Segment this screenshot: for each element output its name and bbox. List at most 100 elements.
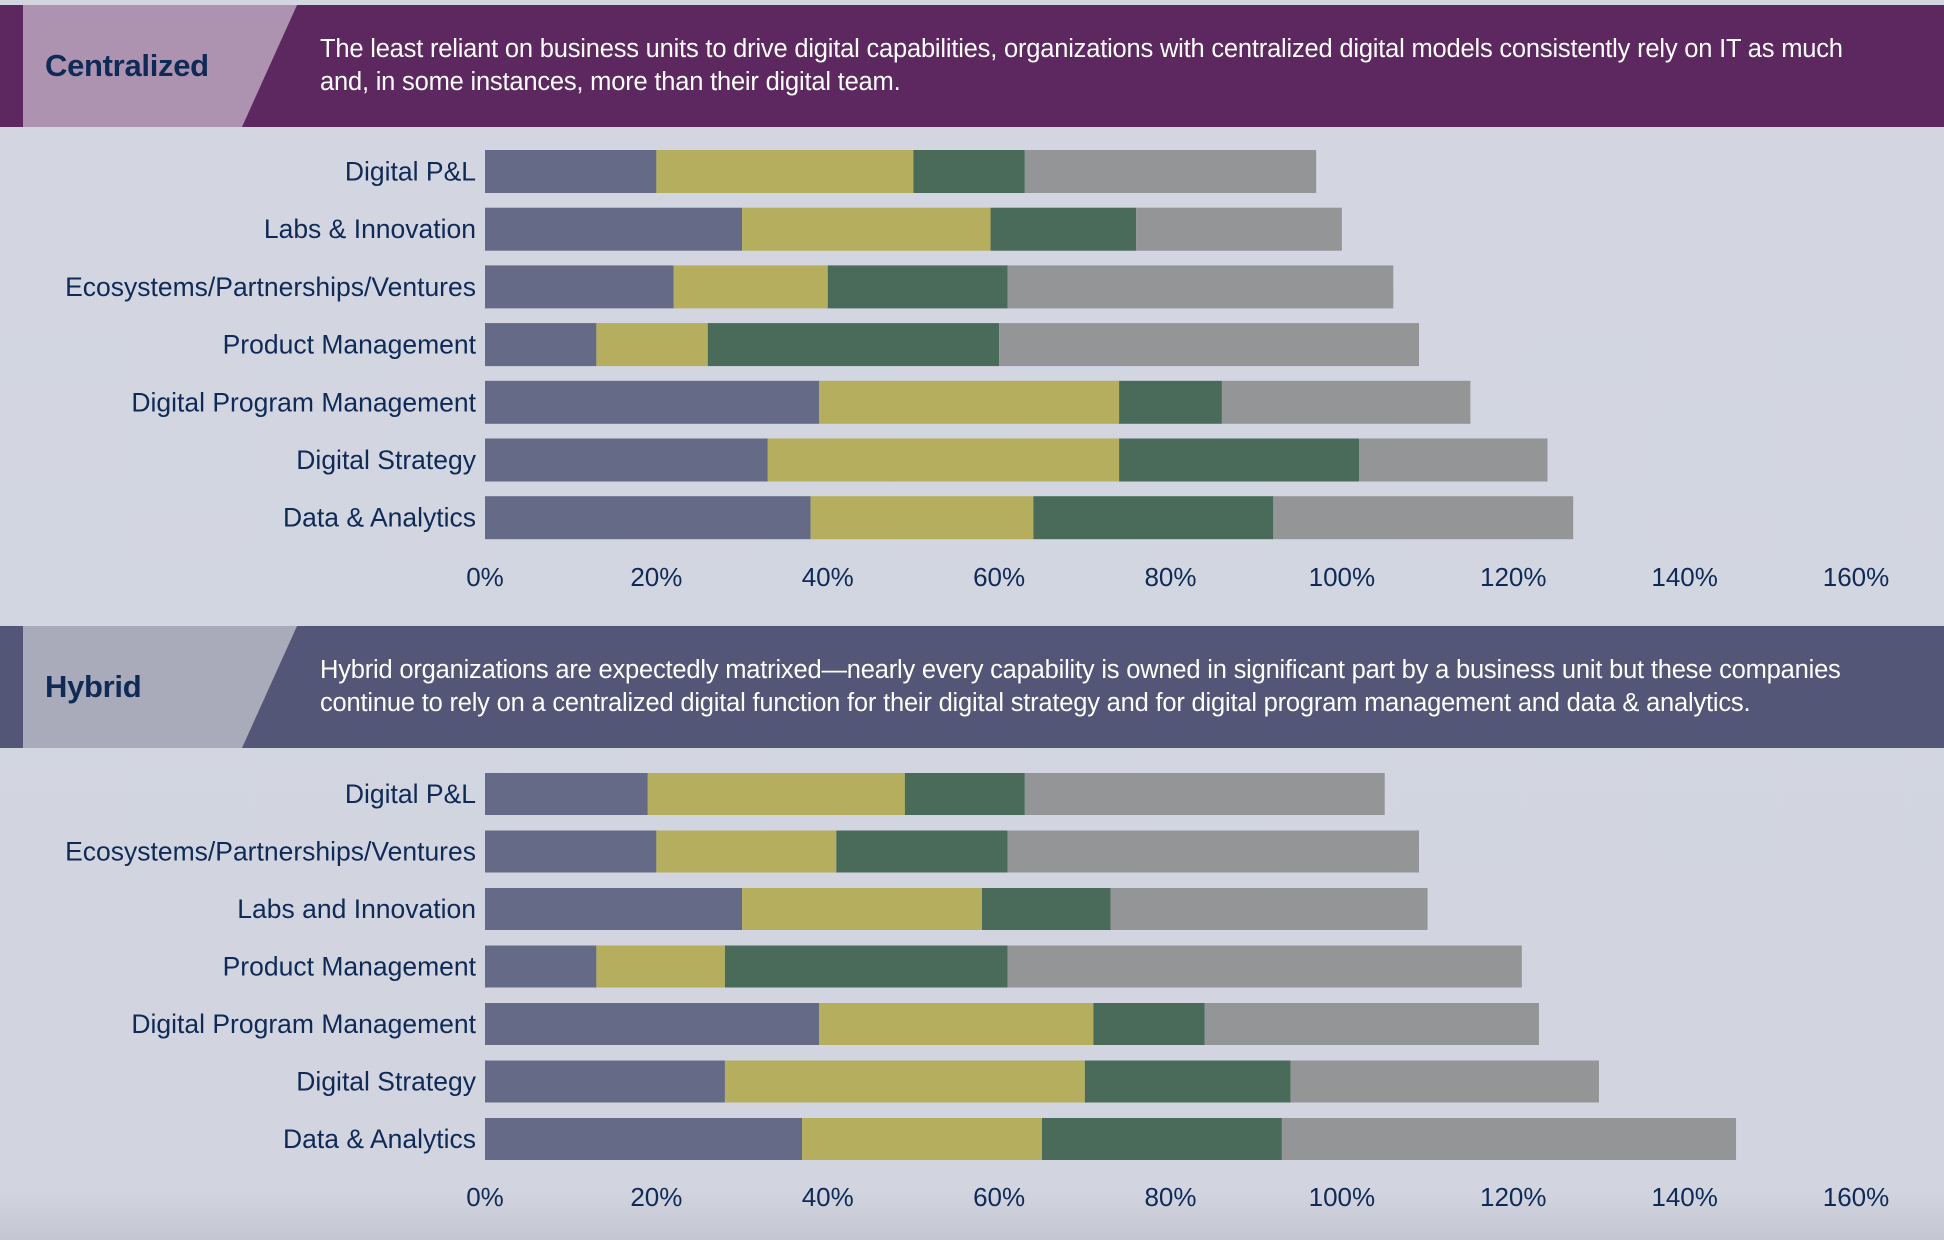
hybrid-x-tick-label: 160% [1823, 1182, 1890, 1212]
centralized-bar-row: Product Management [223, 323, 1419, 367]
hybrid-bar-segment-1 [485, 830, 657, 873]
hybrid-x-tick-label: 80% [1144, 1182, 1196, 1212]
hybrid-bar-segment-2 [742, 888, 982, 930]
centralized-bar-row: Digital Program Management [131, 380, 1471, 424]
centralized-bar-segment-3 [913, 150, 1025, 193]
centralized-x-tick-label: 160% [1823, 562, 1890, 592]
hybrid-category-label: Digital P&L [345, 779, 476, 809]
centralized-category-label: Labs & Innovation [264, 214, 476, 244]
centralized-bar-segment-4 [1007, 265, 1394, 309]
centralized-category-label: Product Management [223, 330, 477, 360]
centralized-bar-segment-2 [819, 380, 1120, 424]
hybrid-bar-segment-2 [802, 1118, 1042, 1160]
hybrid-bar-segment-4 [1007, 830, 1419, 873]
centralized-title: Centralized [45, 48, 209, 83]
hybrid-bar-segment-2 [647, 773, 905, 815]
centralized-x-tick-label: 80% [1144, 562, 1196, 592]
centralized-bar-segment-4 [1024, 150, 1317, 193]
hybrid-x-tick-label: 120% [1480, 1182, 1547, 1212]
centralized-bar-row: Ecosystems/Partnerships/Ventures [65, 265, 1394, 309]
centralized-bar-segment-1 [485, 496, 811, 540]
hybrid-x-tick-label: 140% [1651, 1182, 1718, 1212]
hybrid-bar-row: Data & Analytics [283, 1118, 1737, 1160]
hybrid-bar-row: Labs and Innovation [237, 888, 1428, 930]
centralized-header-band: Centralized The least reliant on busines… [0, 5, 1944, 127]
hybrid-bar-segment-2 [724, 1060, 1085, 1103]
hybrid-bar-segment-1 [485, 1118, 803, 1160]
centralized-bar-segment-3 [990, 207, 1137, 251]
centralized-category-label: Digital P&L [345, 157, 476, 187]
hybrid-bar-segment-3 [724, 945, 1008, 988]
centralized-category-label: Digital Strategy [296, 445, 476, 475]
centralized-bar-segment-2 [767, 438, 1120, 482]
centralized-x-tick-label: 100% [1309, 562, 1376, 592]
hybrid-bar-segment-3 [981, 888, 1111, 930]
hybrid-bar-segment-1 [485, 888, 743, 930]
hybrid-tab-shape [23, 626, 297, 748]
hybrid-category-label: Product Management [223, 952, 477, 982]
hybrid-bar-segment-2 [819, 1003, 1094, 1045]
centralized-bar-row: Digital P&L [345, 150, 1317, 193]
hybrid-title: Hybrid [45, 669, 142, 704]
hybrid-x-tick-label: 60% [973, 1182, 1025, 1212]
centralized-bar-segment-1 [485, 265, 674, 309]
hybrid-bar-segment-4 [1290, 1060, 1599, 1103]
centralized-category-label: Digital Program Management [131, 387, 476, 417]
centralized-bar-segment-4 [1221, 380, 1471, 424]
centralized-bar-segment-1 [485, 150, 657, 193]
hybrid-bar-segment-3 [836, 830, 1008, 873]
hybrid-bar-segment-4 [1007, 945, 1522, 988]
centralized-bar-segment-3 [1119, 438, 1360, 482]
centralized-bar-segment-1 [485, 323, 597, 367]
centralized-x-tick-label: 60% [973, 562, 1025, 592]
centralized-bar-segment-1 [485, 438, 768, 482]
hybrid-x-tick-label: 20% [630, 1182, 682, 1212]
hybrid-bar-segment-2 [596, 945, 725, 988]
hybrid-title-tab [23, 626, 297, 748]
hybrid-bar-segment-3 [904, 773, 1025, 815]
hybrid-bar-segment-1 [485, 1003, 820, 1045]
centralized-bar-row: Data & Analytics [283, 496, 1574, 540]
hybrid-bar-row: Digital Program Management [131, 1003, 1539, 1045]
hybrid-bar-row: Digital Strategy [296, 1060, 1599, 1103]
hybrid-bar-row: Product Management [223, 945, 1522, 988]
hybrid-bar-segment-3 [1084, 1060, 1291, 1103]
centralized-title-tab [23, 5, 297, 127]
hybrid-bar-segment-3 [1041, 1118, 1282, 1160]
centralized-bar-segment-2 [810, 496, 1034, 540]
hybrid-bar-segment-1 [485, 773, 648, 815]
hybrid-chart: Digital P&L Ecosystems/Partnerships/Ventu… [65, 773, 1890, 1212]
hybrid-bar-segment-3 [1093, 1003, 1205, 1045]
centralized-bar-segment-4 [999, 323, 1419, 367]
centralized-x-tick-label: 0% [466, 562, 504, 592]
centralized-bar-row: Digital Strategy [296, 438, 1548, 482]
centralized-x-tick-label: 120% [1480, 562, 1547, 592]
hybrid-bar-segment-1 [485, 1060, 725, 1103]
hybrid-x-tick-label: 0% [466, 1182, 504, 1212]
centralized-bar-segment-4 [1359, 438, 1548, 482]
hybrid-category-label: Digital Program Management [131, 1009, 476, 1039]
hybrid-category-label: Ecosystems/Partnerships/Ventures [65, 837, 476, 867]
centralized-bar-segment-2 [596, 323, 708, 367]
hybrid-bar-row: Ecosystems/Partnerships/Ventures [65, 830, 1419, 873]
centralized-bar-segment-3 [827, 265, 1008, 309]
hybrid-bar-segment-1 [485, 945, 597, 988]
hybrid-header-band: Hybrid Hybrid organizations are expected… [0, 626, 1944, 748]
hybrid-category-label: Data & Analytics [283, 1124, 476, 1154]
centralized-category-label: Data & Analytics [283, 503, 476, 533]
centralized-tab-shape [23, 5, 297, 127]
hybrid-bar-segment-4 [1204, 1003, 1539, 1045]
centralized-bar-row: Labs & Innovation [264, 207, 1342, 251]
centralized-bar-segment-2 [656, 150, 914, 193]
hybrid-bar-row: Digital P&L [345, 773, 1385, 815]
hybrid-bar-segment-4 [1281, 1118, 1737, 1160]
centralized-bar-segment-1 [485, 207, 743, 251]
hybrid-category-label: Labs and Innovation [237, 894, 476, 924]
centralized-x-tick-label: 140% [1651, 562, 1718, 592]
hybrid-category-label: Digital Strategy [296, 1067, 476, 1097]
hybrid-description: Hybrid organizations are expectedly matr… [320, 656, 1841, 717]
hybrid-x-tick-label: 40% [802, 1182, 854, 1212]
centralized-bar-segment-4 [1136, 207, 1342, 251]
centralized-x-tick-label: 40% [802, 562, 854, 592]
centralized-x-tick-label: 20% [630, 562, 682, 592]
